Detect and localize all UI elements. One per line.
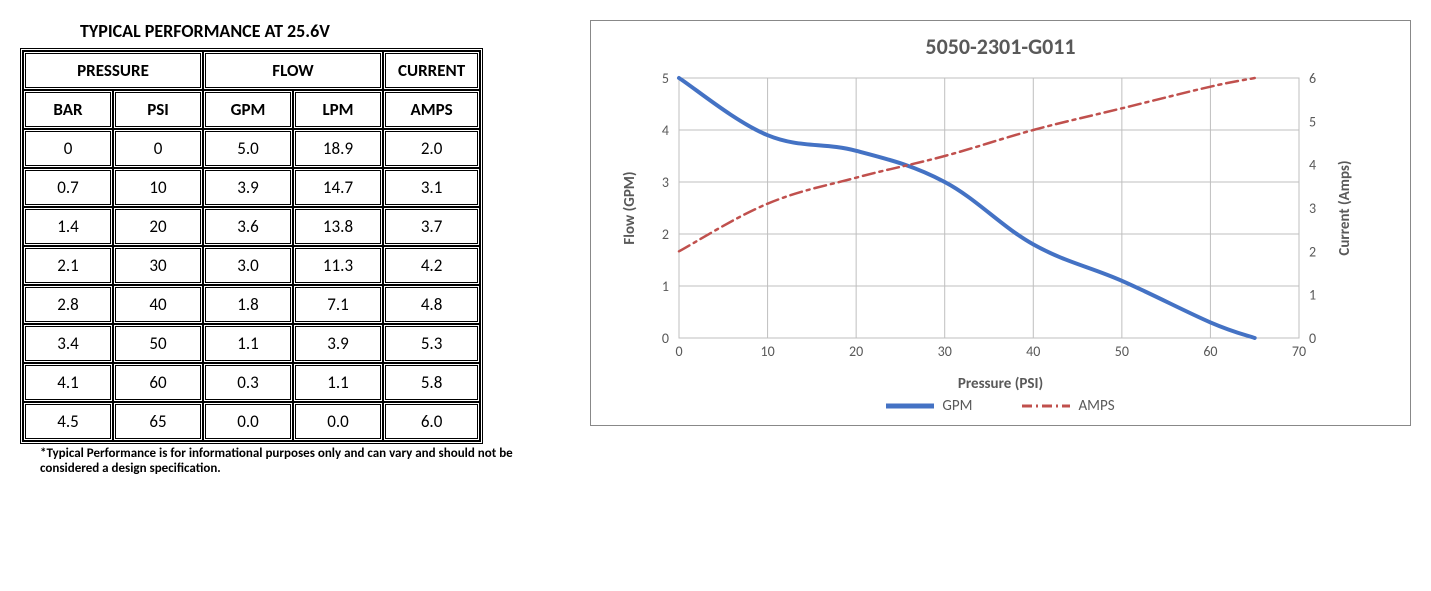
legend-item-amps: AMPS	[1022, 397, 1114, 415]
table-cell: 4.1	[23, 363, 113, 402]
group-header-current: CURRENT	[383, 51, 480, 90]
table-cell: 0.7	[23, 168, 113, 207]
table-cell: 60	[113, 363, 203, 402]
table-cell: 11.3	[293, 246, 383, 285]
svg-text:60: 60	[1203, 343, 1217, 360]
table-cell: 3.0	[203, 246, 293, 285]
svg-text:1: 1	[1309, 287, 1316, 304]
sub-header-gpm: GPM	[203, 90, 293, 129]
table-cell: 1.1	[203, 324, 293, 363]
sub-header-bar: BAR	[23, 90, 113, 129]
table-cell: 7.1	[293, 285, 383, 324]
table-cell: 50	[113, 324, 203, 363]
svg-text:2: 2	[662, 226, 669, 243]
svg-text:20: 20	[849, 343, 863, 360]
chart-svg: 0102030405060700123450123456Flow (GPM)Cu…	[609, 68, 1369, 368]
svg-text:3: 3	[662, 174, 669, 191]
table-cell: 2.8	[23, 285, 113, 324]
table-group-header-row: PRESSURE FLOW CURRENT	[23, 51, 480, 90]
table-cell: 4.8	[383, 285, 480, 324]
table-cell: 5.0	[203, 129, 293, 168]
table-cell: 13.8	[293, 207, 383, 246]
sub-header-amps: AMPS	[383, 90, 480, 129]
table-cell: 3.7	[383, 207, 480, 246]
table-cell: 3.9	[293, 324, 383, 363]
svg-text:10: 10	[760, 343, 774, 360]
chart-plot-area: 0102030405060700123450123456Flow (GPM)Cu…	[609, 68, 1392, 373]
legend-item-gpm: GPM	[886, 397, 972, 415]
table-cell: 0.0	[203, 402, 293, 441]
performance-table: PRESSURE FLOW CURRENT BAR PSI GPM LPM AM…	[20, 48, 483, 444]
chart-panel: 5050-2301-G011 0102030405060700123450123…	[590, 20, 1411, 426]
table-cell: 3.9	[203, 168, 293, 207]
table-cell: 3.1	[383, 168, 480, 207]
svg-text:0: 0	[1309, 330, 1316, 347]
svg-text:6: 6	[1309, 70, 1316, 87]
table-sub-header-row: BAR PSI GPM LPM AMPS	[23, 90, 480, 129]
table-body: 005.018.92.00.7103.914.73.11.4203.613.83…	[23, 129, 480, 441]
svg-text:5: 5	[1309, 113, 1316, 130]
group-header-flow: FLOW	[203, 51, 383, 90]
table-cell: 2.0	[383, 129, 480, 168]
table-cell: 3.4	[23, 324, 113, 363]
svg-text:70: 70	[1292, 343, 1306, 360]
chart-xlabel: Pressure (PSI)	[609, 375, 1392, 393]
group-header-pressure: PRESSURE	[23, 51, 203, 90]
table-cell: 40	[113, 285, 203, 324]
table-cell: 30	[113, 246, 203, 285]
legend-label-amps: AMPS	[1078, 397, 1114, 415]
svg-text:4: 4	[1309, 157, 1316, 174]
svg-text:Flow (GPM): Flow (GPM)	[621, 171, 639, 244]
table-row: 005.018.92.0	[23, 129, 480, 168]
chart-title: 5050-2301-G011	[609, 33, 1392, 60]
svg-text:50: 50	[1115, 343, 1129, 360]
svg-text:2: 2	[1309, 243, 1316, 260]
table-cell: 2.1	[23, 246, 113, 285]
table-row: 2.8401.87.14.8	[23, 285, 480, 324]
table-cell: 65	[113, 402, 203, 441]
svg-text:0: 0	[662, 330, 669, 347]
table-cell: 0	[23, 129, 113, 168]
table-cell: 4.2	[383, 246, 480, 285]
svg-text:30: 30	[938, 343, 952, 360]
table-cell: 1.8	[203, 285, 293, 324]
table-row: 3.4501.13.95.3	[23, 324, 480, 363]
performance-table-section: TYPICAL PERFORMANCE AT 25.6V PRESSURE FL…	[20, 20, 560, 476]
table-cell: 18.9	[293, 129, 383, 168]
table-row: 2.1303.011.34.2	[23, 246, 480, 285]
svg-text:Current (Amps): Current (Amps)	[1336, 160, 1354, 255]
table-cell: 6.0	[383, 402, 480, 441]
table-cell: 14.7	[293, 168, 383, 207]
table-row: 0.7103.914.73.1	[23, 168, 480, 207]
table-row: 4.5650.00.06.0	[23, 402, 480, 441]
sub-header-lpm: LPM	[293, 90, 383, 129]
table-cell: 0.3	[203, 363, 293, 402]
table-cell: 20	[113, 207, 203, 246]
legend-swatch-gpm	[886, 398, 934, 414]
table-cell: 0.0	[293, 402, 383, 441]
table-row: 4.1600.31.15.8	[23, 363, 480, 402]
legend-swatch-amps	[1022, 398, 1070, 414]
table-cell: 5.3	[383, 324, 480, 363]
chart-legend: GPM AMPS	[609, 397, 1392, 415]
table-cell: 4.5	[23, 402, 113, 441]
table-cell: 1.1	[293, 363, 383, 402]
table-cell: 5.8	[383, 363, 480, 402]
table-row: 1.4203.613.83.7	[23, 207, 480, 246]
legend-label-gpm: GPM	[942, 397, 972, 415]
table-cell: 0	[113, 129, 203, 168]
table-footnote: *Typical Performance is for informationa…	[20, 446, 560, 476]
svg-text:3: 3	[1309, 200, 1316, 217]
svg-text:40: 40	[1026, 343, 1040, 360]
svg-text:4: 4	[662, 122, 669, 139]
table-cell: 1.4	[23, 207, 113, 246]
svg-text:0: 0	[675, 343, 682, 360]
table-cell: 3.6	[203, 207, 293, 246]
table-title: TYPICAL PERFORMANCE AT 25.6V	[20, 20, 560, 42]
svg-text:1: 1	[662, 278, 669, 295]
table-cell: 10	[113, 168, 203, 207]
svg-text:5: 5	[662, 70, 669, 87]
sub-header-psi: PSI	[113, 90, 203, 129]
